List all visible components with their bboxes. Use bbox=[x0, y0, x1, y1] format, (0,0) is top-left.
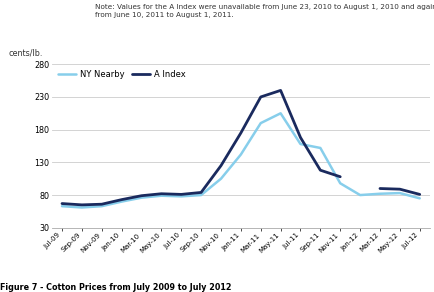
Text: Figure 7 - Cotton Prices from July 2009 to July 2012: Figure 7 - Cotton Prices from July 2009 … bbox=[0, 283, 231, 292]
NY Nearby bbox=[139, 196, 144, 199]
NY Nearby bbox=[79, 206, 85, 209]
A Index bbox=[278, 89, 283, 92]
NY Nearby bbox=[119, 200, 124, 203]
NY Nearby bbox=[358, 193, 363, 197]
A Index bbox=[139, 194, 144, 197]
A Index bbox=[338, 175, 343, 178]
A Index bbox=[179, 193, 184, 196]
NY Nearby bbox=[278, 112, 283, 115]
A Index bbox=[318, 168, 323, 172]
NY Nearby bbox=[159, 194, 164, 197]
NY Nearby bbox=[298, 142, 303, 146]
NY Nearby bbox=[198, 193, 204, 197]
NY Nearby bbox=[258, 121, 263, 125]
A Index bbox=[59, 202, 65, 205]
NY Nearby bbox=[218, 177, 224, 180]
A Index bbox=[119, 198, 124, 201]
A Index bbox=[99, 202, 104, 206]
NY Nearby bbox=[99, 204, 104, 208]
Line: A Index: A Index bbox=[62, 91, 340, 205]
NY Nearby bbox=[338, 182, 343, 185]
Line: NY Nearby: NY Nearby bbox=[62, 113, 420, 208]
NY Nearby bbox=[59, 204, 65, 208]
NY Nearby bbox=[417, 197, 422, 200]
Text: cents/lb.: cents/lb. bbox=[9, 49, 43, 58]
A Index bbox=[258, 95, 263, 99]
A Index bbox=[298, 136, 303, 139]
NY Nearby bbox=[179, 194, 184, 198]
A Index bbox=[79, 203, 85, 207]
A Index bbox=[238, 131, 243, 135]
A Index bbox=[218, 164, 224, 167]
Legend: NY Nearby, A Index: NY Nearby, A Index bbox=[56, 68, 187, 81]
NY Nearby bbox=[238, 153, 243, 156]
NY Nearby bbox=[378, 192, 383, 196]
Text: Note: Values for the A Index were unavailable from June 23, 2010 to August 1, 20: Note: Values for the A Index were unavai… bbox=[95, 4, 434, 18]
NY Nearby bbox=[318, 146, 323, 150]
A Index bbox=[198, 191, 204, 194]
NY Nearby bbox=[397, 191, 402, 195]
A Index bbox=[159, 192, 164, 196]
